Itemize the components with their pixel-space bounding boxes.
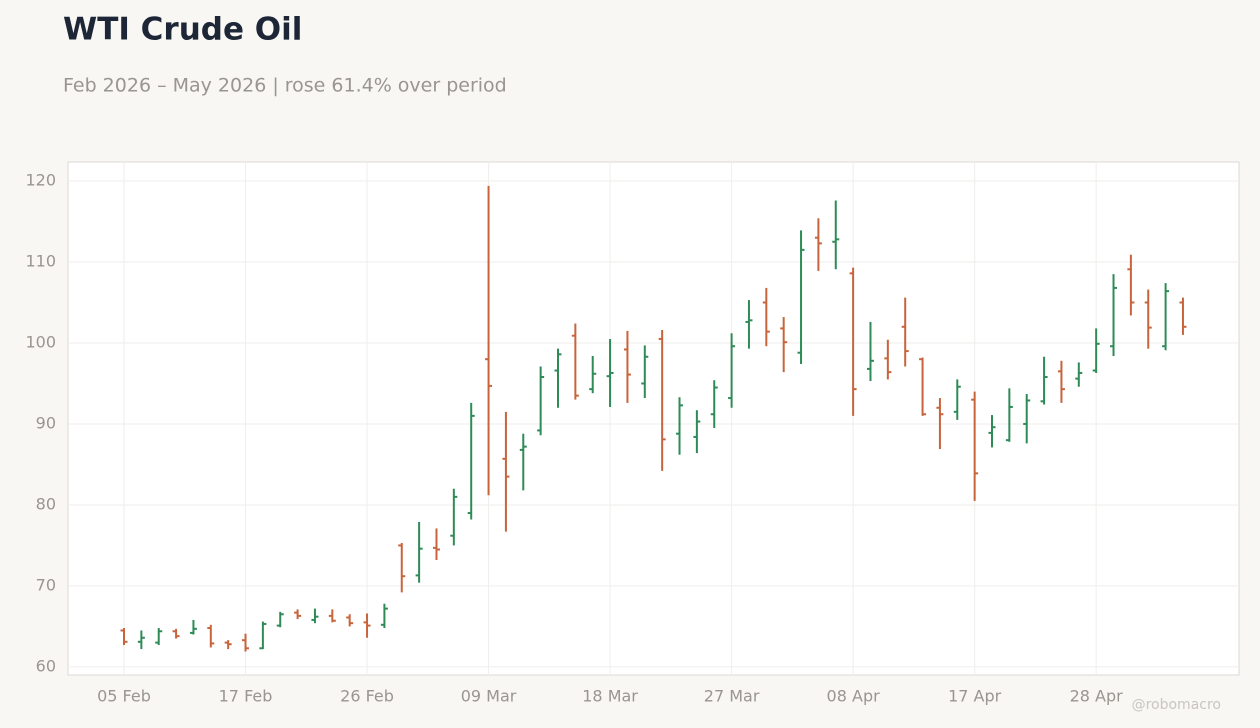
y-tick-label: 60 xyxy=(36,656,56,675)
x-tick-label: 28 Apr xyxy=(1070,687,1124,706)
x-tick-label: 18 Mar xyxy=(582,687,638,706)
marks xyxy=(120,185,1187,652)
x-tick-label: 27 Mar xyxy=(704,687,760,706)
x-tick-label: 17 Apr xyxy=(948,687,1002,706)
chart-title: WTI Crude Oil xyxy=(63,12,302,48)
x-tick-label: 09 Mar xyxy=(461,687,517,706)
x-tick-label: 17 Feb xyxy=(219,687,273,706)
y-tick-label: 120 xyxy=(25,171,56,190)
y-tick-label: 100 xyxy=(25,332,56,351)
y-tick-label: 90 xyxy=(36,413,56,432)
y-tick-label: 80 xyxy=(36,494,56,513)
y-tick-label: 110 xyxy=(25,252,56,271)
x-tick-label: 26 Feb xyxy=(340,687,394,706)
y-tick-label: 70 xyxy=(36,575,56,594)
x-tick-label: 08 Apr xyxy=(827,687,881,706)
plot-area xyxy=(67,161,1240,676)
x-tick-label: 05 Feb xyxy=(97,687,151,706)
chart-subtitle: Feb 2026 – May 2026 | rose 61.4% over pe… xyxy=(63,75,507,97)
watermark: @robomacro xyxy=(1132,697,1221,713)
